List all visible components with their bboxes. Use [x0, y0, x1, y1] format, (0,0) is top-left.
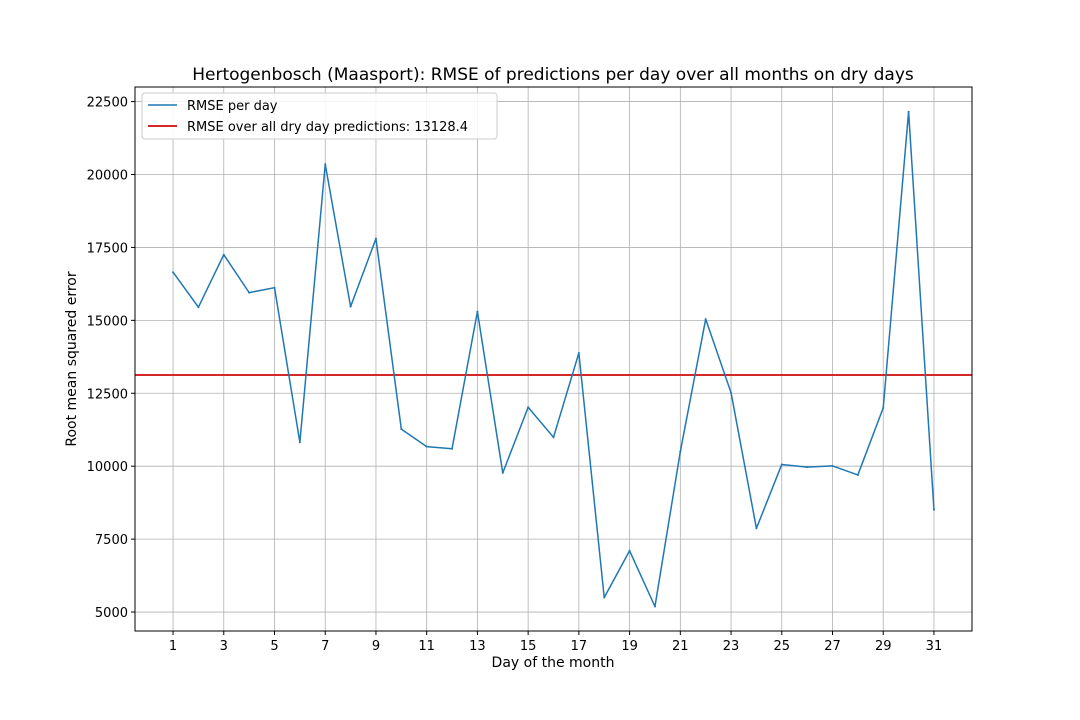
y-tick-label: 10000 — [87, 460, 128, 475]
data-point — [501, 471, 504, 474]
plot-frame — [134, 86, 973, 632]
data-point — [856, 473, 859, 476]
data-point — [172, 271, 175, 274]
data-point — [349, 305, 352, 308]
y-axis-label: Root mean squared error — [64, 271, 80, 446]
y-tick-label: 7500 — [95, 533, 128, 548]
y-tick-label: 20000 — [87, 169, 128, 184]
x-tick-label: 17 — [571, 639, 588, 654]
data-point — [273, 286, 276, 289]
chart-title: Hertogenbosch (Maasport): RMSE of predic… — [192, 65, 914, 85]
x-axis-ticks: 1 3 5 7 9 11 13 15 17 19 21 23 25 27 29 31 — [169, 631, 942, 654]
x-tick-label: 15 — [520, 639, 537, 654]
y-tick-label: 12500 — [87, 387, 128, 402]
data-point — [374, 237, 377, 240]
x-tick-label: 19 — [621, 639, 638, 654]
x-tick-label: 31 — [926, 639, 943, 654]
legend-box — [141, 92, 498, 140]
x-tick-label: 27 — [824, 639, 841, 654]
data-point — [324, 163, 327, 166]
y-tick-label: 22500 — [87, 96, 128, 111]
x-axis-label: Day of the month — [492, 655, 615, 671]
data-point — [806, 466, 809, 469]
data-point — [704, 318, 707, 321]
legend-label-rmse-per-day: RMSE per day — [187, 99, 278, 114]
y-tick-label: 17500 — [87, 241, 128, 256]
data-point — [552, 436, 555, 439]
data-point — [831, 464, 834, 467]
data-point — [730, 391, 733, 394]
legend: RMSE per day RMSE over all dry day predi… — [141, 92, 498, 140]
data-point — [298, 441, 301, 444]
x-tick-label: 11 — [418, 639, 435, 654]
data-point — [932, 508, 935, 511]
x-tick-label: 3 — [220, 639, 228, 654]
data-point — [780, 463, 783, 466]
x-tick-label: 7 — [321, 639, 329, 654]
data-point — [476, 310, 479, 313]
data-point — [907, 110, 910, 113]
data-point — [882, 406, 885, 409]
data-point — [653, 605, 656, 608]
y-tick-label: 15000 — [87, 314, 128, 329]
data-point — [527, 406, 530, 409]
x-tick-label: 5 — [270, 639, 278, 654]
x-tick-label: 9 — [372, 639, 380, 654]
data-point — [425, 445, 428, 448]
data-point — [755, 527, 758, 530]
y-tick-label: 5000 — [95, 606, 128, 621]
data-point — [248, 291, 251, 294]
series-lines — [172, 110, 935, 608]
x-tick-label: 13 — [469, 639, 486, 654]
data-point — [679, 450, 682, 453]
data-point — [577, 352, 580, 355]
data-point — [628, 549, 631, 552]
data-point — [451, 447, 454, 450]
data-point — [197, 306, 200, 309]
x-tick-label: 21 — [672, 639, 689, 654]
data-point — [603, 596, 606, 599]
x-tick-label: 1 — [169, 639, 177, 654]
data-point — [400, 428, 403, 431]
x-tick-label: 29 — [875, 639, 892, 654]
x-tick-label: 25 — [773, 639, 790, 654]
legend-label-overall-rmse: RMSE over all dry day predictions: 13128… — [187, 120, 468, 135]
y-axis-ticks: 5000 7500 10000 12500 15000 17500 20000 22500 — [87, 96, 135, 621]
x-tick-label: 23 — [723, 639, 740, 654]
data-point — [222, 253, 225, 256]
